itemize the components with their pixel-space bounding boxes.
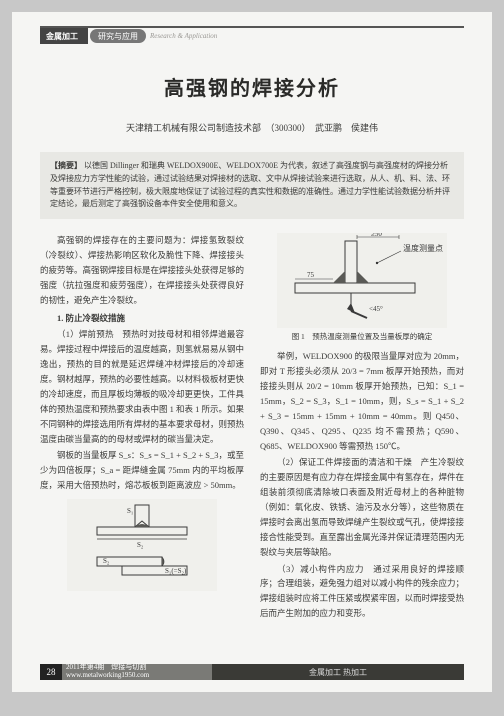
fig1-s2-label: S₂ [137,541,144,549]
affiliation: 天津精工机械有限公司制造技术部 （300300） 武亚鹏 侯建伟 [40,121,464,134]
footer-url: www.metalworking1950.com [66,672,149,680]
header-brand: 金属加工 [40,28,88,44]
header-section: 研究与应用 [90,29,146,43]
footer-brand: 金属加工 热加工 [309,667,367,678]
para-right1: 举例，WELDOX900 的极限当量厚对应为 20mm，即对 T 形接头必须从 … [260,349,464,453]
fig2-dim2: 75 [307,271,315,279]
page: 金属加工 研究与应用 Research & Application 高强钢的焊接… [12,12,492,692]
intro-para: 高强钢的焊接存在的主要问题为：焊接氢致裂纹（冷裂纹）、焊接热影响区软化及脆性下降… [40,233,244,307]
fig1-s1-label: S₁ [127,507,133,515]
abstract-box: 【摘要】 以德国 Dillinger 和瑞典 WELDOX900E、WELDOX… [40,152,464,219]
header-bar: 金属加工 研究与应用 Research & Application [40,26,464,44]
fig2-angle: <45° [369,305,383,313]
para-right3: （3）减小构件内应力 通过采用良好的焊接顺序；合理组装，避免强力组对以减小构件的… [260,562,464,622]
para-right2: （2）保证工件焊接面的清洁和干燥 产生冷裂纹的主要原因是有应力存在焊接金属中有氢… [260,455,464,559]
figure-1-svg: S₁ S₂ S₂ S₁(=S₂) [67,499,217,591]
figure-2-svg: ≥50 75 温度测量点 <45° [277,233,447,328]
figure-2-caption: 图 1 预热温度测量位置及当量板厚的确定 [260,330,464,343]
footer-meta: 2011年第4期 焊接与切割 www.metalworking1950.com [66,664,149,680]
abstract-label: 【摘要】 [50,161,82,170]
footer-page-number: 28 [40,664,62,680]
fig2-temp-label: 温度测量点 [403,243,443,253]
abstract-text: 以德国 Dillinger 和瑞典 WELDOX900E、WELDOX700E … [50,161,450,208]
section-heading: 1. 防止冷裂纹措施 [40,311,244,326]
figure-2: ≥50 75 温度测量点 <45° 图 1 预热温度测量位置及当量板厚的确定 [260,233,464,343]
figure-1: S₁ S₂ S₂ S₁(=S₂) [40,499,244,591]
header-section-en: Research & Application [150,32,217,40]
body-columns: 高强钢的焊接存在的主要问题为：焊接氢致裂纹（冷裂纹）、焊接热影响区软化及脆性下降… [40,233,464,643]
footer: 金属加工 热加工 28 2011年第4期 焊接与切割 www.metalwork… [12,664,492,684]
svg-text:S₂: S₂ [103,557,110,565]
footer-bar-dark: 金属加工 热加工 [212,664,464,680]
para-sub1: （1）焊前预热 预热时对技母材和相邻焊道最容易。焊接过程中焊接后的温度越高，则氢… [40,327,244,446]
para-formula1: 钢板的当量板厚 S_s：S_s = S_1 + S_2 + S_3，或至少为四倍… [40,448,244,493]
fig1-s1s2-label: S₁(=S₂) [165,567,187,575]
fig2-dim1: ≥50 [371,233,382,238]
